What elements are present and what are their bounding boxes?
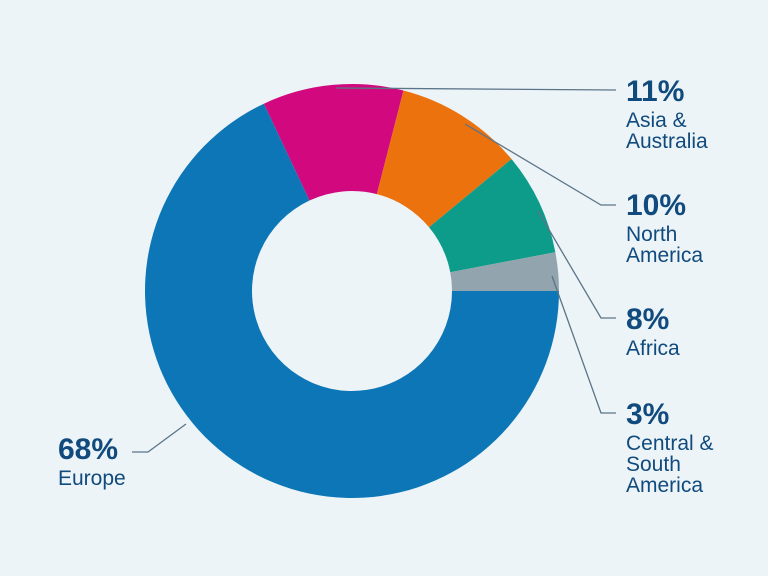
leader-line-central-south-america <box>551 275 616 414</box>
pct-africa: 8% <box>626 303 670 336</box>
pct-europe: 68% <box>58 433 119 466</box>
callout-europe: 68% Europe <box>58 434 126 489</box>
slice-north-america <box>376 90 512 228</box>
slice-africa <box>429 159 556 273</box>
leader-line-north-america <box>464 123 616 206</box>
donut-slices <box>144 83 559 498</box>
callout-central-south-america: 3% Central & South America <box>626 399 714 496</box>
slice-central-south-america <box>450 252 559 291</box>
callout-africa: 8% Africa <box>626 304 680 359</box>
slice-europe <box>144 103 559 498</box>
pct-central-south-america: 3% <box>626 398 670 431</box>
leader-line-asia-australia <box>335 87 617 91</box>
name-north-america: North America <box>626 223 704 267</box>
slice-asia-australia <box>263 83 404 201</box>
pct-north-america: 10% <box>626 189 687 222</box>
pct-asia-australia: 11% <box>626 75 685 108</box>
callout-asia-australia: 11% Asia & Australia <box>626 76 708 152</box>
leader-line-africa <box>537 210 616 319</box>
leader-lines <box>132 87 617 453</box>
name-central-south-america: Central & South America <box>626 432 714 497</box>
callout-north-america: 10% North America <box>626 190 703 266</box>
name-europe: Europe <box>58 467 126 490</box>
name-asia-australia: Asia & Australia <box>626 109 708 153</box>
name-africa: Africa <box>626 337 680 360</box>
leader-line-europe <box>132 423 187 453</box>
